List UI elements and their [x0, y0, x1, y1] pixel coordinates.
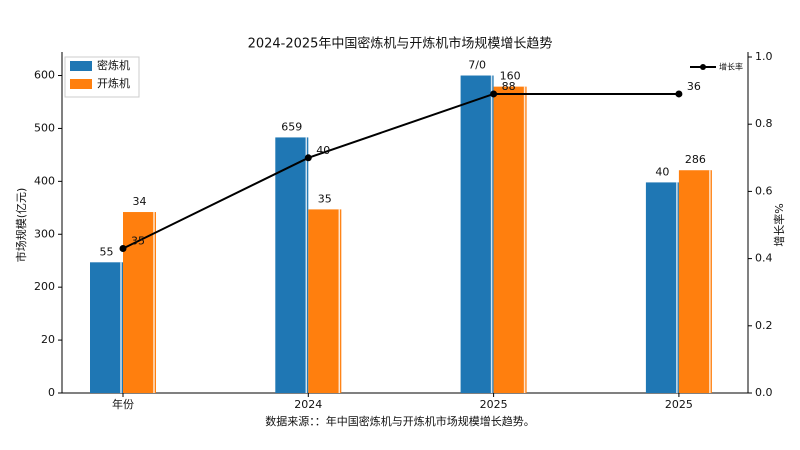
- bar: [645, 182, 679, 393]
- bar: [460, 75, 494, 393]
- legend-swatch: [70, 61, 92, 71]
- y2-tick-label: 0.4: [755, 252, 773, 265]
- legend-label: 密炼机: [97, 58, 130, 72]
- bar-annotation: 40: [655, 165, 669, 178]
- bar-annotation: 55: [100, 245, 114, 258]
- legend-swatch: [70, 79, 92, 89]
- legend-marker: [700, 64, 706, 70]
- y-tick-label: 200: [34, 280, 55, 293]
- line-annotation: 88: [502, 80, 516, 93]
- bar-annotation: 160: [500, 70, 521, 83]
- line-annotation: 35: [131, 235, 145, 248]
- y-tick-label: 300: [34, 227, 55, 240]
- y-tick-label: 20: [41, 333, 55, 346]
- x-tick-label: 年份: [112, 397, 134, 411]
- line-point: [675, 90, 683, 98]
- bar-annotation: 7/0: [468, 59, 486, 72]
- y-tick-label: 400: [34, 174, 55, 187]
- line-annotation: 36: [687, 80, 701, 93]
- bar-annotation: 34: [133, 195, 147, 208]
- growth-line: [122, 92, 679, 250]
- bar-annotation: 659: [281, 120, 302, 133]
- y-tick-label: 0: [48, 386, 55, 399]
- y-axis-label: 市场规模(亿元): [14, 188, 28, 263]
- y-tick-label: 600: [34, 69, 55, 82]
- line-point: [119, 245, 127, 253]
- y-tick-label: 500: [34, 121, 55, 134]
- chart-title: 2024-2025年中国密炼机与开炼机市场规模增长趋势: [248, 36, 553, 52]
- line-point: [304, 154, 312, 162]
- bar: [275, 137, 309, 393]
- bar: [678, 170, 712, 393]
- bar: [123, 212, 156, 393]
- bar-annotation: 35: [318, 192, 332, 205]
- legend-label: 增长率: [719, 62, 743, 72]
- y2-tick-label: 0.6: [755, 184, 773, 197]
- bar: [308, 209, 342, 393]
- y2-tick-label: 0.8: [755, 117, 773, 130]
- bar-annotation: 286: [685, 153, 706, 166]
- line-point: [490, 90, 498, 98]
- line-annotation: 40: [316, 144, 330, 157]
- source-note: 数据来源：：年中国密炼机与开炼机市场规模增长趋势。: [265, 414, 535, 428]
- bar: [493, 86, 527, 393]
- y2-tick-label: 0.0: [755, 386, 773, 399]
- y2-tick-label: 0.2: [755, 319, 773, 332]
- x-tick-label: 2024: [294, 398, 322, 411]
- x-tick-label: 2025: [480, 398, 508, 411]
- y2-tick-label: 1.0: [755, 50, 773, 63]
- legend-label: 开炼机: [97, 76, 130, 90]
- y2-axis-label: 增长率%: [772, 203, 786, 246]
- bar: [90, 262, 123, 393]
- x-tick-label: 2025: [665, 398, 693, 411]
